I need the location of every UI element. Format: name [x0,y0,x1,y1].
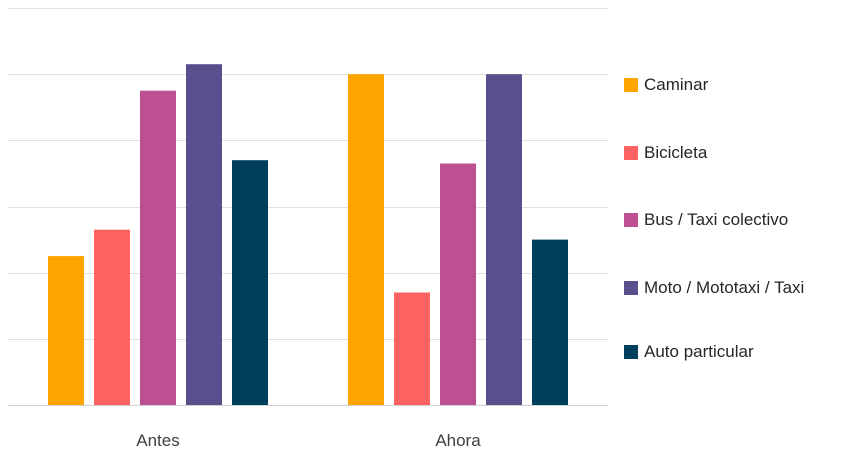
bar-ahora-5 [532,239,568,405]
bar-ahora-3 [440,163,476,405]
bar-antes-3 [140,90,176,405]
bar-antes-4 [186,64,222,405]
bar-antes-5 [232,160,268,405]
x-tick-label: Antes [136,431,179,449]
legend-swatch [624,78,638,92]
x-tick-label: Ahora [435,431,481,449]
bar-antes-1 [48,256,84,405]
legend-swatch [624,213,638,227]
bar-ahora-4 [486,74,522,405]
legend-swatch [624,146,638,160]
bar-ahora-1 [348,74,384,405]
bar-antes-2 [94,229,130,405]
x-axis-tick-labels: Antes Ahora [136,431,481,449]
legend-item: Bicicleta [624,141,850,165]
legend-item: Caminar [624,73,850,97]
legend-label: Caminar [644,75,709,94]
bar-chart: Antes Ahora [8,8,608,449]
legend: Caminar Bicicleta Bus / Taxi colectivo Moto… [624,0,856,449]
legend-item: Moto / Mototaxi / Taxi [624,276,850,300]
legend-label: Auto particular [644,342,754,361]
legend-item: Auto particular [624,340,850,364]
legend-swatch [624,281,638,295]
legend-label: Moto / Mototaxi / Taxi [644,278,805,297]
legend-item: Bus / Taxi colectivo [624,208,850,232]
legend-swatch [624,345,638,359]
bar-ahora-2 [394,292,430,405]
legend-label: Bus / Taxi colectivo [644,210,789,229]
bars [48,64,568,405]
legend-label: Bicicleta [644,143,708,162]
